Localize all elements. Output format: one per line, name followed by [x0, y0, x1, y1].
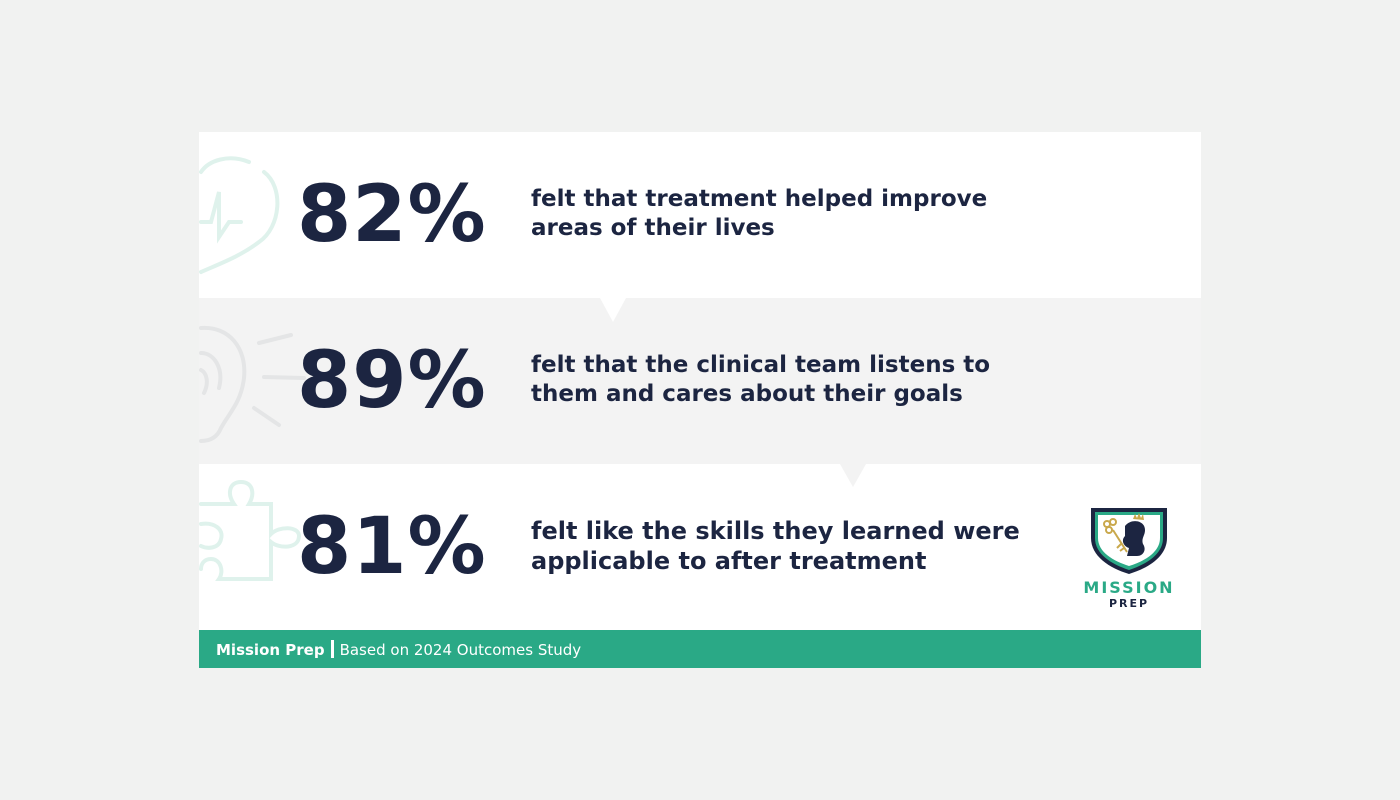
footer-brand: Mission Prep: [216, 641, 325, 659]
footer-bar: Mission Prep Based on 2024 Outcomes Study: [199, 630, 1201, 668]
footer-source: Based on 2024 Outcomes Study: [339, 641, 582, 659]
stat-row-clinical-team: 89% felt that the clinical team listens …: [199, 298, 1201, 464]
pointer-arrow: [600, 298, 626, 322]
outcomes-card: 82% felt that treatment helped improve ar…: [199, 132, 1201, 668]
stat-description: felt that treatment helped improve areas …: [531, 186, 988, 241]
stat-description: felt that the clinical team listens to th…: [531, 352, 991, 407]
ear-icon: [199, 325, 306, 443]
stat-row-treatment: 82% felt that treatment helped improve ar…: [199, 132, 1201, 298]
heart-pulse-icon: [199, 156, 280, 274]
stat-row-skills: 81% felt like the skills they learned we…: [199, 464, 1201, 630]
stat-value: 89%: [297, 336, 487, 426]
stat-value: 82%: [297, 170, 487, 260]
lion-shield-icon: [1091, 508, 1167, 574]
mission-prep-logo: MISSION PREP: [1079, 504, 1179, 610]
divider: [330, 640, 334, 658]
stat-description: felt like the skills they learned were ap…: [531, 517, 1020, 575]
puzzle-icon: [199, 479, 302, 581]
stat-value: 81%: [297, 502, 487, 592]
pointer-arrow: [840, 464, 866, 487]
